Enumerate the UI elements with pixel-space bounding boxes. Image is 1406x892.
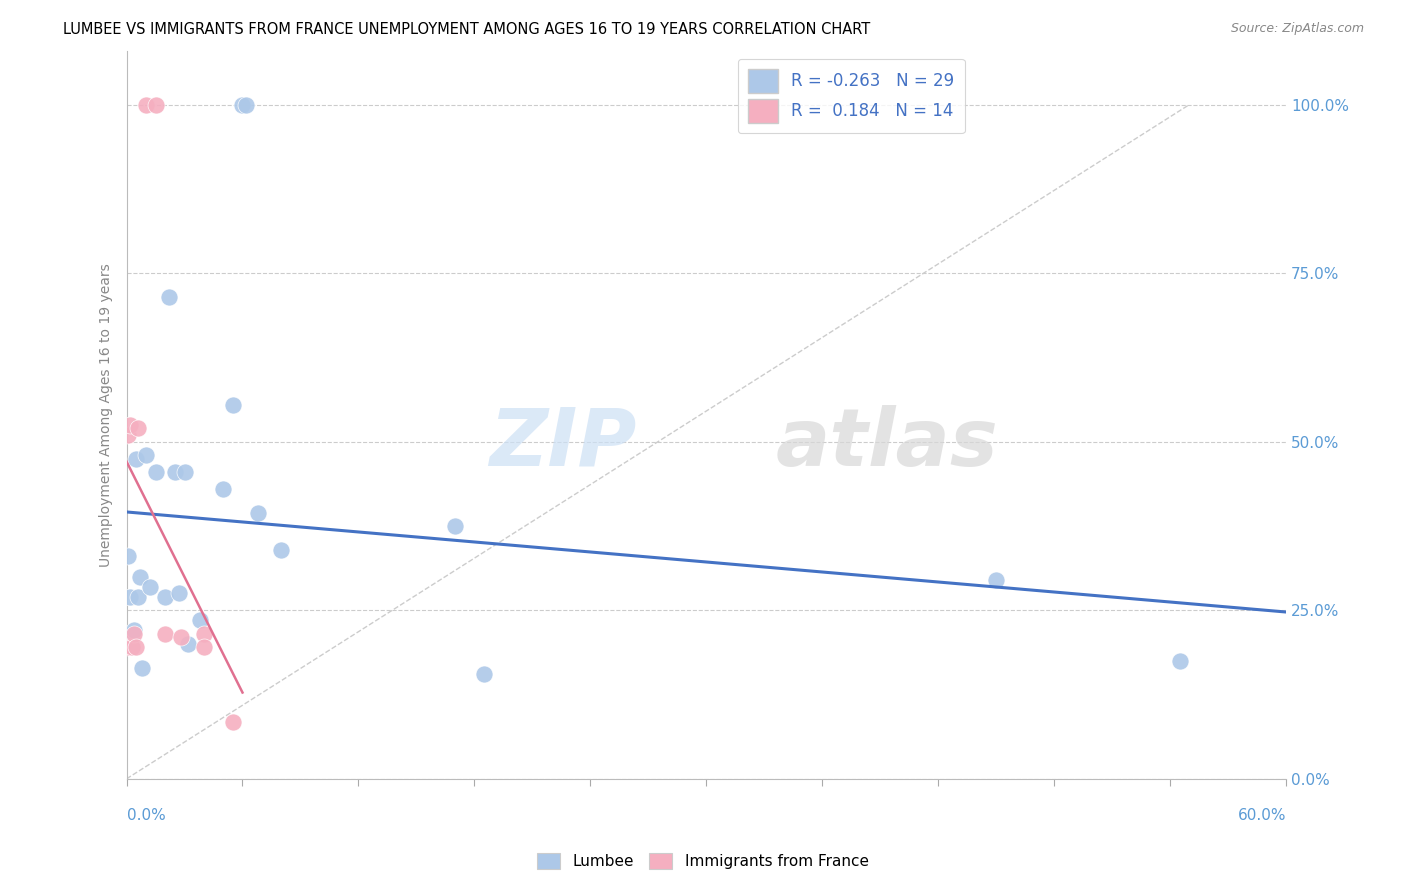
Text: LUMBEE VS IMMIGRANTS FROM FRANCE UNEMPLOYMENT AMONG AGES 16 TO 19 YEARS CORRELAT: LUMBEE VS IMMIGRANTS FROM FRANCE UNEMPLO… bbox=[63, 22, 870, 37]
Point bbox=[231, 97, 253, 112]
Point bbox=[212, 482, 235, 496]
Point bbox=[120, 417, 142, 432]
Point bbox=[157, 290, 180, 304]
Point bbox=[270, 542, 292, 557]
Point bbox=[444, 519, 467, 533]
Point bbox=[117, 549, 139, 564]
Point bbox=[135, 97, 157, 112]
Point bbox=[984, 573, 1007, 587]
Point bbox=[188, 613, 211, 627]
Point bbox=[129, 569, 152, 583]
Point bbox=[472, 667, 495, 681]
Point bbox=[153, 627, 176, 641]
Point bbox=[193, 627, 215, 641]
Point bbox=[173, 465, 195, 479]
Point bbox=[145, 97, 167, 112]
Text: 60.0%: 60.0% bbox=[1237, 808, 1286, 823]
Point bbox=[1168, 654, 1191, 668]
Point bbox=[131, 660, 153, 674]
Point bbox=[124, 627, 146, 641]
Point bbox=[193, 640, 215, 655]
Point bbox=[121, 640, 143, 655]
Point bbox=[127, 590, 149, 604]
Point bbox=[163, 465, 186, 479]
Point bbox=[117, 640, 139, 655]
Point bbox=[235, 97, 257, 112]
Point bbox=[121, 640, 143, 655]
Point bbox=[246, 506, 269, 520]
Point bbox=[117, 428, 139, 442]
Point bbox=[120, 590, 142, 604]
Point bbox=[139, 580, 162, 594]
Legend: Lumbee, Immigrants from France: Lumbee, Immigrants from France bbox=[531, 847, 875, 875]
Point bbox=[125, 640, 148, 655]
Point bbox=[222, 398, 245, 412]
Point bbox=[135, 448, 157, 462]
Point bbox=[121, 627, 143, 641]
Point bbox=[169, 630, 191, 644]
Text: Source: ZipAtlas.com: Source: ZipAtlas.com bbox=[1230, 22, 1364, 36]
Point bbox=[125, 451, 148, 466]
Text: atlas: atlas bbox=[776, 405, 998, 483]
Text: 0.0%: 0.0% bbox=[127, 808, 166, 823]
Y-axis label: Unemployment Among Ages 16 to 19 years: Unemployment Among Ages 16 to 19 years bbox=[100, 263, 114, 566]
Point bbox=[145, 465, 167, 479]
Point bbox=[153, 590, 176, 604]
Legend: R = -0.263   N = 29, R =  0.184   N = 14: R = -0.263 N = 29, R = 0.184 N = 14 bbox=[738, 59, 965, 133]
Text: ZIP: ZIP bbox=[489, 405, 637, 483]
Point bbox=[177, 637, 200, 651]
Point bbox=[167, 586, 190, 600]
Point bbox=[222, 714, 245, 729]
Point bbox=[124, 624, 146, 638]
Point bbox=[127, 421, 149, 435]
